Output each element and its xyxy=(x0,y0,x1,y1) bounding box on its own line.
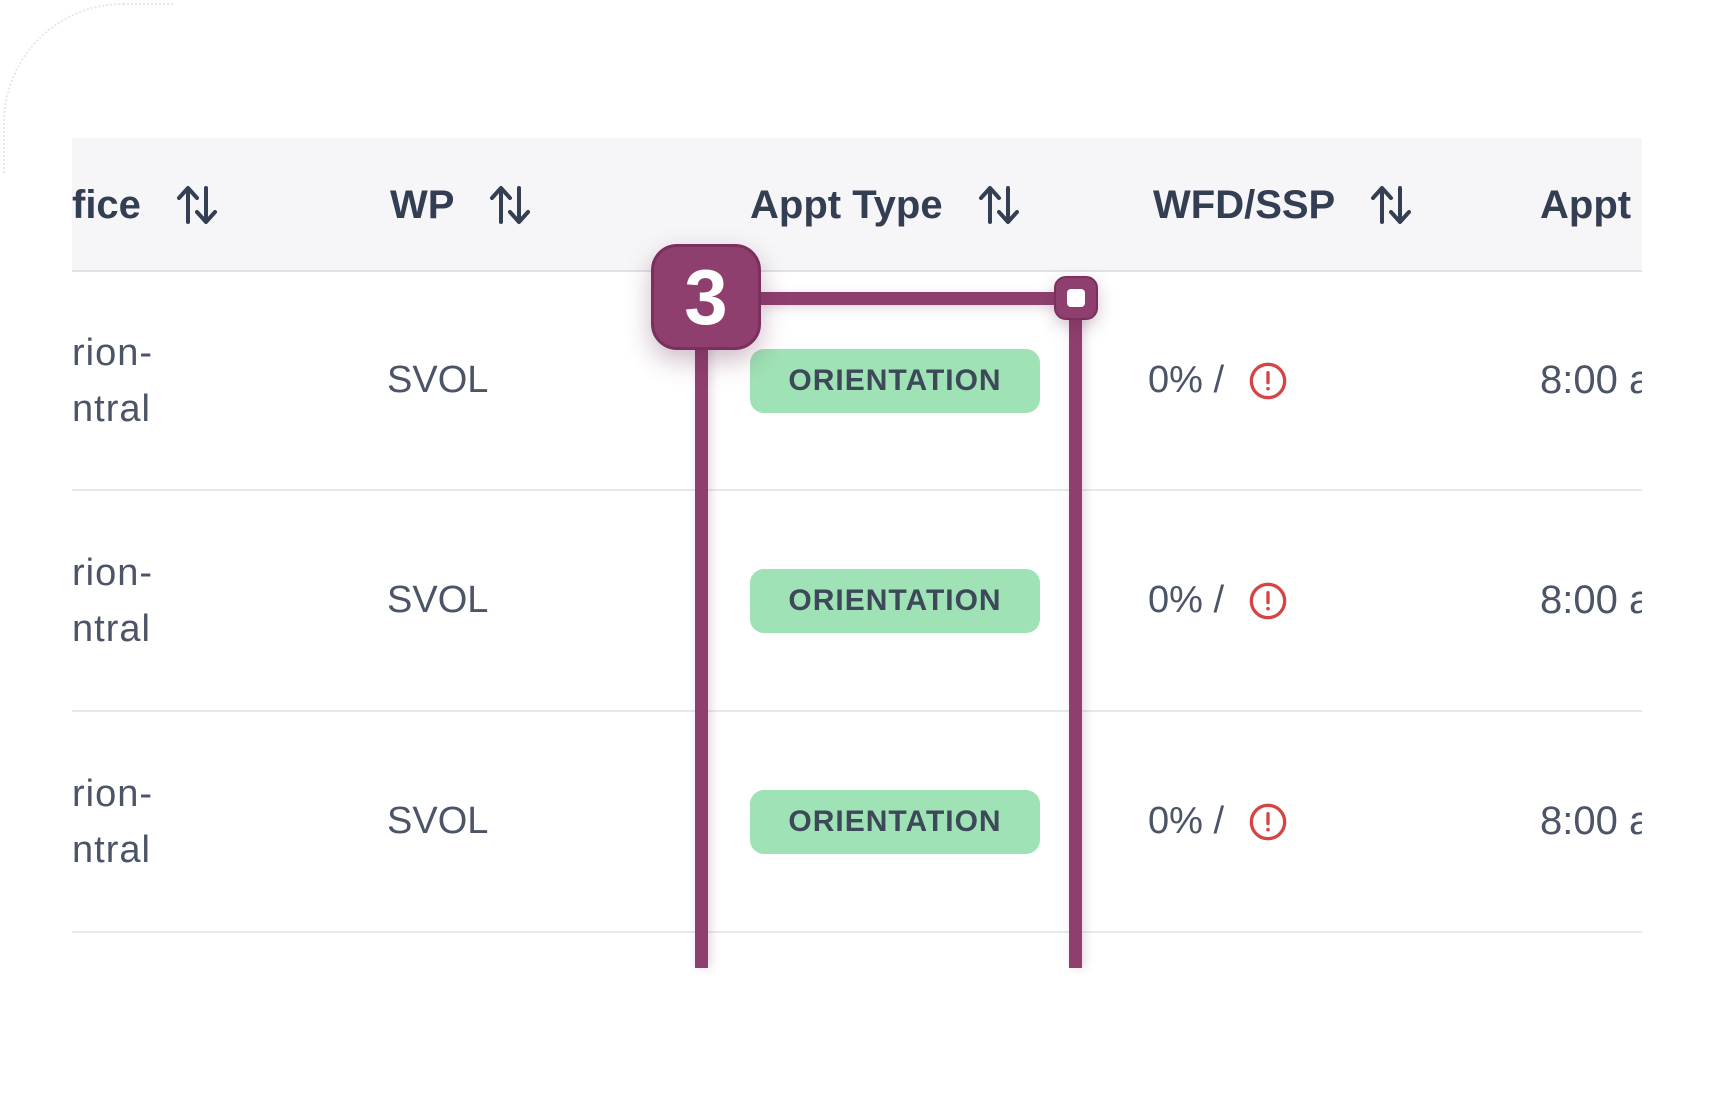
column-header-wp[interactable]: WP xyxy=(390,138,533,272)
wfd-ssp-value: 0% / xyxy=(1148,579,1225,621)
office-line1: rion- xyxy=(72,772,154,815)
status-badge: ORIENTATION xyxy=(750,789,1040,854)
selection-line-top xyxy=(760,292,1082,305)
office-cell: rion- ntral xyxy=(72,491,153,710)
wfd-ssp-cell: 0% / xyxy=(1148,712,1288,931)
column-header-office[interactable]: fice xyxy=(72,138,220,272)
sort-icon[interactable] xyxy=(1368,182,1414,228)
column-header-appt-label: Appt xyxy=(1540,182,1632,227)
wp-cell: SVOL xyxy=(387,579,489,621)
office-line2: ntral xyxy=(72,387,151,430)
appt-type-cell: ORIENTATION xyxy=(750,272,1040,489)
column-header-appt-type[interactable]: Appt Type xyxy=(750,138,1022,272)
sort-icon[interactable] xyxy=(976,182,1022,228)
sort-icon[interactable] xyxy=(174,182,220,228)
column-header-appt[interactable]: Appt xyxy=(1540,138,1631,272)
column-header-office-label: fice xyxy=(72,182,141,227)
wfd-ssp-cell: 0% / xyxy=(1148,491,1288,710)
appt-type-cell: ORIENTATION xyxy=(750,491,1040,710)
selection-handle[interactable] xyxy=(1054,276,1098,320)
office-cell: rion- ntral xyxy=(72,712,153,931)
table-row[interactable]: rion- ntral SVOL ORIENTATION 0% / 8:00 a xyxy=(72,491,1642,712)
office-line2: ntral xyxy=(72,607,151,650)
selection-handle-grip xyxy=(1067,289,1085,307)
selection-line-left xyxy=(695,298,708,968)
status-badge: ORIENTATION xyxy=(750,568,1040,633)
wp-cell: SVOL xyxy=(387,800,489,842)
status-badge: ORIENTATION xyxy=(750,348,1040,413)
column-header-appt-type-label: Appt Type xyxy=(750,182,943,227)
selection-line-right xyxy=(1069,298,1082,968)
warning-icon[interactable] xyxy=(1248,361,1288,401)
appt-time-cell: 8:00 a xyxy=(1540,578,1642,622)
wfd-ssp-value: 0% / xyxy=(1148,359,1225,401)
office-line1: rion- xyxy=(72,551,154,594)
column-header-wp-label: WP xyxy=(390,182,455,227)
table-header-row: fice WP Appt Type WFD/SSP xyxy=(72,138,1642,272)
warning-icon[interactable] xyxy=(1248,581,1288,621)
appt-time-cell: 8:00 a xyxy=(1540,358,1642,402)
wp-cell: SVOL xyxy=(387,359,489,401)
appt-type-cell: ORIENTATION xyxy=(750,712,1040,931)
sort-icon[interactable] xyxy=(487,182,533,228)
table-row[interactable]: rion- ntral SVOL ORIENTATION 0% / 8:00 a xyxy=(72,712,1642,933)
column-header-wfd-ssp[interactable]: WFD/SSP xyxy=(1153,138,1414,272)
table-row[interactable]: rion- ntral SVOL ORIENTATION 0% / 8:00 a xyxy=(72,272,1642,491)
office-cell: rion- ntral xyxy=(72,272,153,489)
wfd-ssp-cell: 0% / xyxy=(1148,272,1288,489)
appt-time-cell: 8:00 a xyxy=(1540,799,1642,843)
office-line2: ntral xyxy=(72,828,151,871)
column-header-wfd-ssp-label: WFD/SSP xyxy=(1153,182,1336,227)
office-line1: rion- xyxy=(72,331,154,374)
warning-icon[interactable] xyxy=(1248,802,1288,842)
wfd-ssp-value: 0% / xyxy=(1148,800,1225,842)
appointments-table: fice WP Appt Type WFD/SSP xyxy=(72,138,1642,968)
annotation-step-badge: 3 xyxy=(651,244,761,350)
